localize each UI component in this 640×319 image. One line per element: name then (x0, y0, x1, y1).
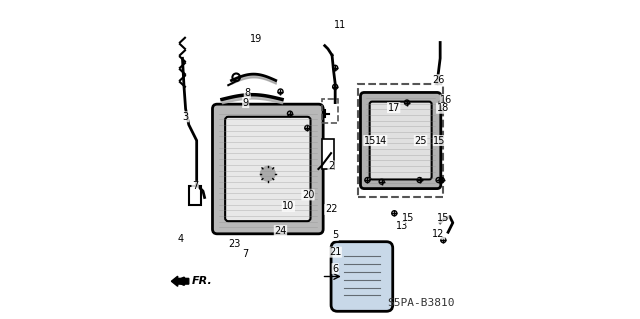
Text: 19: 19 (250, 34, 262, 44)
Text: FR.: FR. (192, 276, 212, 286)
Text: 24: 24 (275, 226, 287, 236)
Text: 4: 4 (178, 234, 184, 243)
Text: 16: 16 (440, 95, 452, 105)
Text: 26: 26 (433, 75, 445, 85)
Text: 18: 18 (436, 103, 449, 113)
Text: S5PA-B3810: S5PA-B3810 (387, 298, 455, 308)
Text: 15: 15 (364, 136, 376, 145)
Text: 3: 3 (182, 112, 189, 122)
Text: 7: 7 (243, 249, 249, 259)
Circle shape (261, 167, 275, 181)
Text: 10: 10 (282, 201, 294, 211)
Text: 6: 6 (332, 263, 339, 274)
Text: 15: 15 (436, 213, 449, 223)
Text: 9: 9 (243, 98, 249, 108)
Bar (189, 186, 202, 205)
Text: 21: 21 (329, 247, 341, 257)
Text: 12: 12 (433, 229, 445, 239)
FancyBboxPatch shape (225, 117, 310, 221)
Text: 8: 8 (244, 88, 250, 98)
Text: 22: 22 (325, 204, 337, 214)
FancyBboxPatch shape (331, 242, 393, 311)
Text: 15: 15 (402, 213, 414, 223)
Text: 14: 14 (374, 136, 387, 145)
Text: 15: 15 (433, 136, 445, 145)
FancyBboxPatch shape (370, 102, 431, 179)
FancyArrow shape (172, 276, 189, 286)
FancyBboxPatch shape (212, 104, 323, 234)
Text: 17: 17 (387, 103, 400, 113)
Text: 25: 25 (414, 136, 427, 145)
Bar (358, 84, 444, 197)
Text: 13: 13 (396, 221, 408, 231)
Text: 11: 11 (333, 20, 346, 30)
Text: 5: 5 (332, 230, 339, 241)
Bar (321, 100, 338, 123)
Text: 23: 23 (228, 239, 240, 249)
Bar (321, 139, 333, 169)
Text: 20: 20 (302, 190, 314, 200)
Text: 2: 2 (328, 161, 334, 171)
Text: 7: 7 (192, 182, 198, 191)
FancyBboxPatch shape (360, 93, 441, 189)
